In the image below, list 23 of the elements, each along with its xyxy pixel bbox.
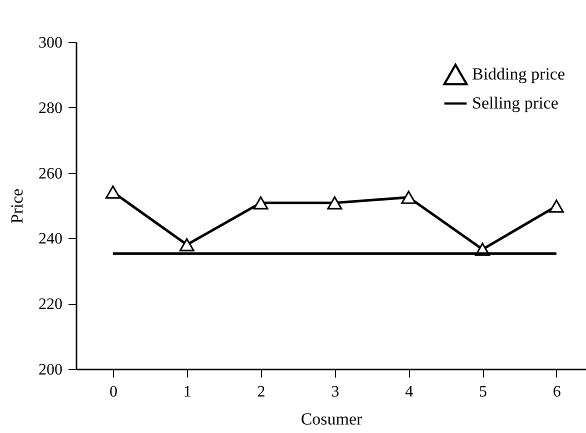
point [327, 196, 342, 210]
y-tick-label: 240 [38, 230, 62, 248]
y-tick-label: 200 [38, 362, 62, 378]
point [105, 185, 120, 199]
x-tick-label: 2 [257, 384, 266, 400]
y-tick-label: 220 [38, 296, 62, 314]
y-tick-label: 260 [38, 165, 62, 182]
point [548, 200, 564, 213]
point [179, 238, 194, 252]
x-tick-label: 4 [405, 384, 414, 400]
y-axis-title: Price [8, 188, 26, 224]
legend-label: Selling price [472, 94, 558, 112]
legend-label: Bidding price [472, 64, 566, 84]
y-tick-label: 280 [38, 100, 62, 117]
x-tick-label: 3 [331, 384, 340, 400]
x-axis-title: Cosumer [300, 410, 363, 428]
x-tick-label: 0 [109, 384, 118, 400]
x-tick-label: 6 [552, 384, 561, 400]
x-tick-label: 5 [479, 384, 488, 400]
point [253, 196, 268, 210]
x-tick-label: 1 [183, 384, 192, 400]
y-tick-label: 300 [38, 34, 62, 52]
point [401, 190, 416, 204]
